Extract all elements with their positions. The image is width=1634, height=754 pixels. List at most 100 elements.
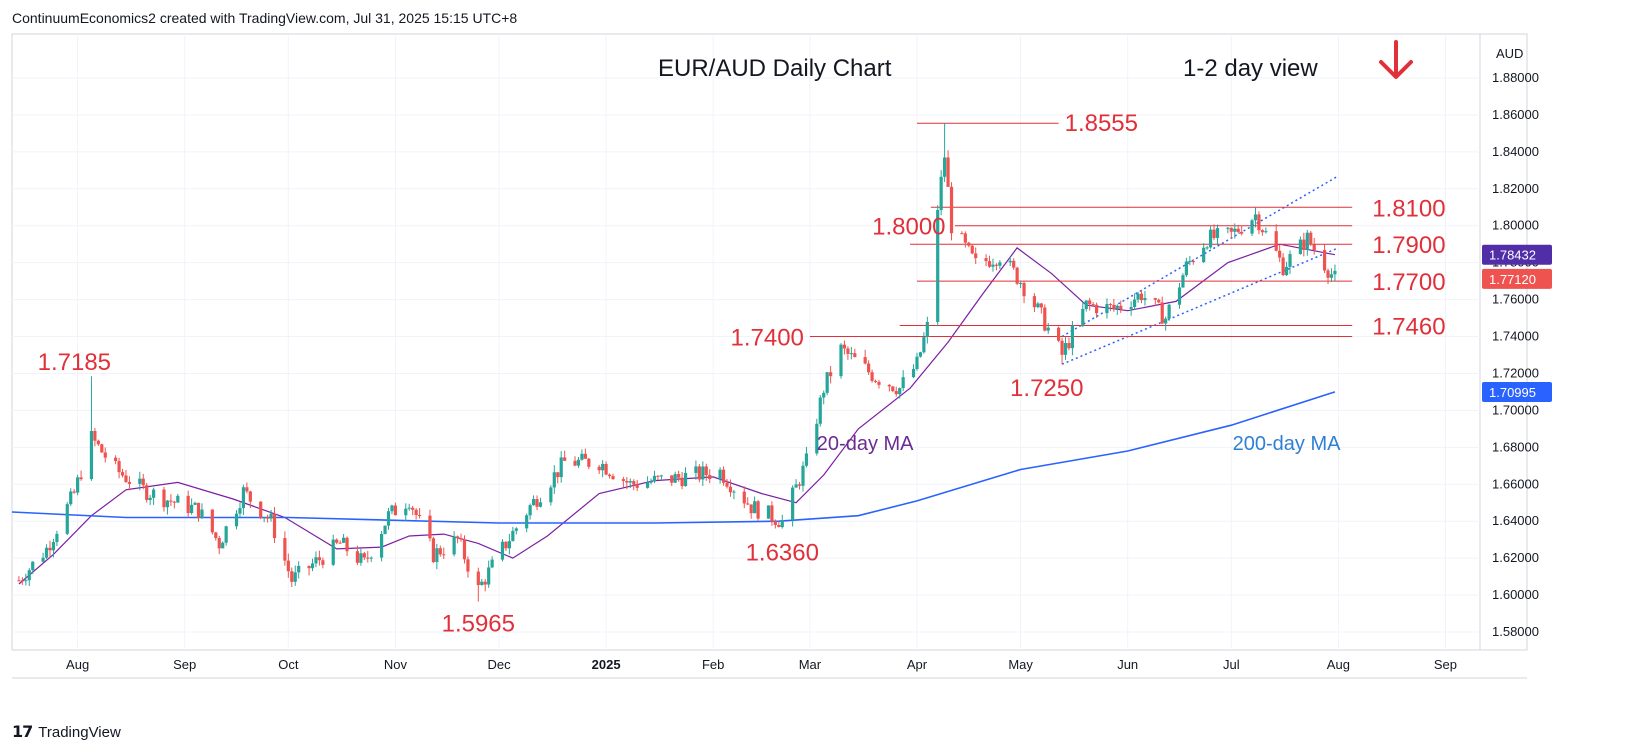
candle-body bbox=[466, 559, 470, 572]
candle-body bbox=[120, 472, 125, 476]
channel-lower bbox=[1061, 247, 1339, 365]
candle-body bbox=[224, 526, 228, 543]
tradingview-logo-icon: 𝟭𝟳 bbox=[12, 724, 33, 741]
candle-body bbox=[241, 487, 246, 509]
level-label: 1.7700 bbox=[1372, 269, 1445, 296]
candle-body bbox=[780, 520, 784, 528]
candle-body bbox=[580, 453, 584, 460]
candle-body bbox=[411, 507, 415, 510]
candle-body bbox=[1157, 299, 1161, 303]
candle-body bbox=[1153, 298, 1157, 300]
candle-body bbox=[152, 489, 156, 498]
candle-body bbox=[867, 363, 871, 373]
candle-body bbox=[901, 377, 905, 389]
price-badge: 1.77120 bbox=[1489, 272, 1536, 287]
candle-body bbox=[314, 557, 318, 564]
candle-body bbox=[922, 337, 926, 353]
candle-body bbox=[1253, 214, 1258, 221]
candle-body bbox=[1012, 260, 1016, 268]
candle-body bbox=[525, 515, 529, 529]
annotations: 1.7185 1.5965 1.6360 1.8555 1.8000 1.7400 1.72… bbox=[38, 40, 1446, 638]
candle-body bbox=[393, 505, 398, 516]
candle-body bbox=[549, 487, 553, 503]
candle-body bbox=[379, 533, 384, 558]
candle-body bbox=[148, 497, 152, 500]
candle-body bbox=[317, 557, 322, 561]
candle-body bbox=[915, 356, 919, 370]
candle-body bbox=[89, 431, 94, 480]
y-tick-label: 1.74000 bbox=[1492, 329, 1539, 344]
candle-body bbox=[514, 528, 518, 531]
y-tick-label: 1.82000 bbox=[1492, 181, 1539, 196]
candle-body bbox=[753, 501, 757, 514]
price-badge-bg bbox=[1482, 382, 1552, 403]
level-label: 1.7460 bbox=[1372, 313, 1445, 340]
candle-body bbox=[417, 515, 422, 517]
trend-channel bbox=[1061, 175, 1339, 365]
candle-body bbox=[428, 515, 432, 539]
level-label: 1.8000 bbox=[872, 214, 945, 241]
candle-body bbox=[749, 504, 753, 514]
candle-body bbox=[162, 489, 166, 508]
candle-body bbox=[773, 521, 777, 525]
candle-body bbox=[442, 554, 446, 556]
candle-body bbox=[286, 560, 290, 572]
x-tick-label: Jul bbox=[1223, 657, 1240, 672]
y-tick-label: 1.58000 bbox=[1492, 624, 1539, 639]
candle-body bbox=[297, 565, 301, 573]
candle-body bbox=[214, 532, 218, 539]
candle-body bbox=[925, 321, 929, 338]
candle-body bbox=[911, 369, 916, 378]
y-tick-label: 1.84000 bbox=[1492, 144, 1539, 159]
x-tick-label: Oct bbox=[278, 657, 299, 672]
candle-body bbox=[200, 509, 204, 518]
candle-body bbox=[176, 495, 180, 503]
candle-body bbox=[863, 357, 867, 364]
candle-body bbox=[266, 517, 270, 519]
candle-body bbox=[659, 475, 663, 477]
candle-body bbox=[1063, 343, 1068, 355]
candle-body bbox=[1264, 231, 1268, 233]
candle-body bbox=[500, 541, 505, 560]
x-tick-label: Mar bbox=[799, 657, 822, 672]
candle-body bbox=[987, 261, 992, 267]
candle-body bbox=[1039, 303, 1043, 308]
candle-body bbox=[873, 380, 878, 382]
candle-body bbox=[601, 463, 605, 471]
candle-body bbox=[234, 513, 239, 527]
candle-body bbox=[1191, 260, 1195, 263]
candle-body bbox=[31, 561, 35, 571]
candle-body bbox=[293, 572, 297, 582]
candle-body bbox=[369, 557, 373, 559]
candle-body bbox=[1132, 299, 1137, 308]
level-label: 1.8100 bbox=[1372, 195, 1445, 222]
channel-upper bbox=[1061, 175, 1339, 338]
candle-body bbox=[949, 186, 954, 234]
candle-body bbox=[756, 501, 760, 519]
candle-body bbox=[697, 466, 701, 480]
candle-body bbox=[17, 580, 21, 582]
price-badge: 1.78432 bbox=[1489, 248, 1536, 263]
candle-body bbox=[670, 475, 674, 483]
candle-body bbox=[331, 539, 335, 565]
ma-label: 200-day MA bbox=[1233, 433, 1341, 455]
x-tick-label: Apr bbox=[907, 657, 928, 672]
candle-body bbox=[186, 495, 190, 514]
candle-body bbox=[79, 477, 83, 480]
candle-body bbox=[1298, 239, 1302, 255]
candle-body bbox=[683, 472, 688, 487]
y-tick-label: 1.60000 bbox=[1492, 587, 1539, 602]
candle-body bbox=[1019, 283, 1023, 285]
candle-body bbox=[103, 452, 107, 458]
footer-brand: TradingView bbox=[38, 723, 121, 741]
candle-body bbox=[797, 484, 802, 486]
candle-body bbox=[815, 423, 819, 454]
candle-body bbox=[1202, 247, 1206, 263]
candle-body bbox=[770, 505, 774, 522]
candle-body bbox=[1212, 229, 1216, 239]
candle-body bbox=[48, 547, 52, 551]
x-tick-label: 2025 bbox=[592, 657, 621, 672]
candle-body bbox=[1177, 287, 1182, 305]
candle-body bbox=[248, 491, 252, 502]
